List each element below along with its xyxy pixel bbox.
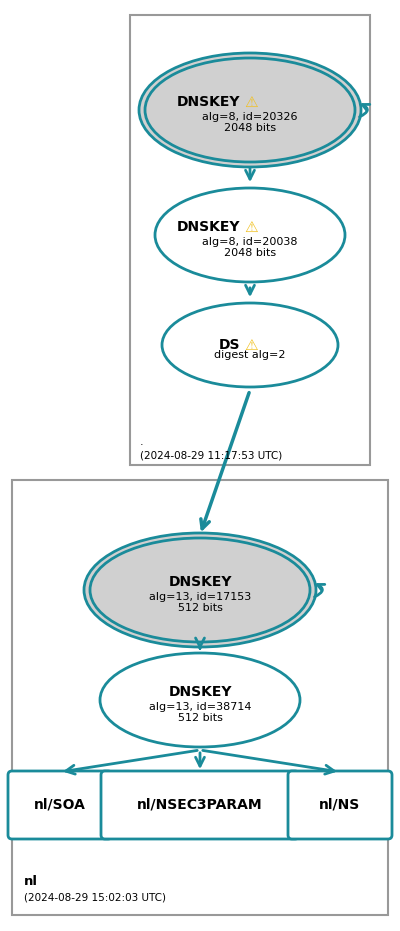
Text: nl/NS: nl/NS [319,798,361,812]
Text: ⚠: ⚠ [244,220,258,235]
Bar [130,15,370,465]
Ellipse shape [100,653,300,747]
Text: 512 bits: 512 bits [178,603,222,613]
Text: alg=8, id=20038: alg=8, id=20038 [202,237,298,247]
Text: (2024-08-29 15:02:03 UTC): (2024-08-29 15:02:03 UTC) [24,893,166,903]
Text: .: . [140,437,144,447]
Text: DNSKEY: DNSKEY [176,95,240,109]
Text: nl/NSEC3PARAM: nl/NSEC3PARAM [137,798,263,812]
Text: nl: nl [24,875,38,888]
Text: alg=13, id=38714: alg=13, id=38714 [149,702,251,712]
Text: ⚠: ⚠ [244,338,258,353]
Text: alg=8, id=20326: alg=8, id=20326 [202,112,298,122]
Text: 2048 bits: 2048 bits [224,123,276,133]
Text: ⚠: ⚠ [244,95,258,110]
Text: 512 bits: 512 bits [178,713,222,723]
FancyArrowPatch shape [360,104,370,117]
Ellipse shape [84,533,316,647]
FancyBboxPatch shape [288,771,392,839]
FancyBboxPatch shape [8,771,112,839]
FancyArrowPatch shape [314,585,325,597]
Text: alg=13, id=17153: alg=13, id=17153 [149,592,251,602]
Ellipse shape [155,188,345,282]
Ellipse shape [145,58,355,162]
Text: DNSKEY: DNSKEY [168,575,232,589]
Text: digest alg=2: digest alg=2 [214,350,286,360]
Text: (2024-08-29 11:17:53 UTC): (2024-08-29 11:17:53 UTC) [140,451,282,461]
Ellipse shape [162,303,338,387]
Text: 2048 bits: 2048 bits [224,248,276,258]
Ellipse shape [90,538,310,642]
Ellipse shape [139,53,361,167]
Bar [12,480,388,915]
Text: nl/SOA: nl/SOA [34,798,86,812]
Text: DNSKEY: DNSKEY [168,685,232,699]
Text: DS: DS [218,338,240,352]
FancyBboxPatch shape [101,771,299,839]
Text: DNSKEY: DNSKEY [176,220,240,234]
